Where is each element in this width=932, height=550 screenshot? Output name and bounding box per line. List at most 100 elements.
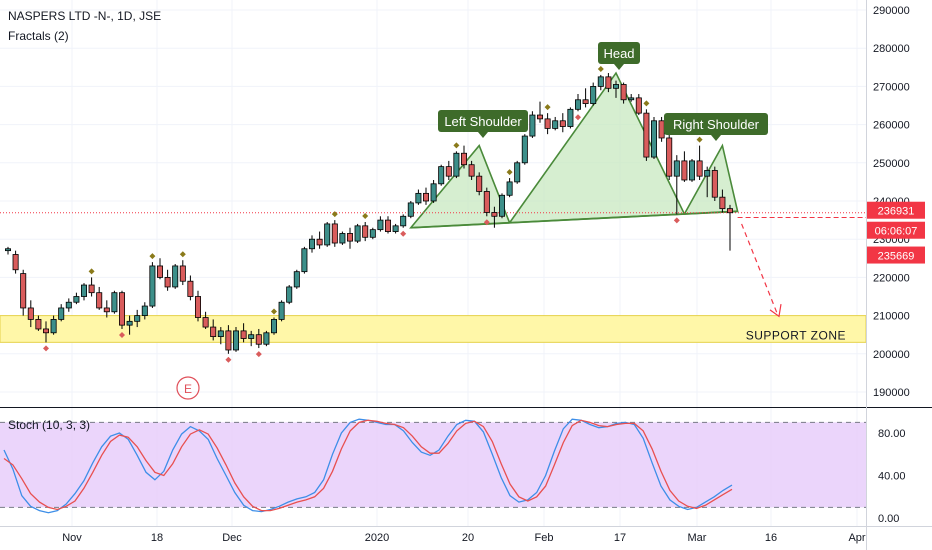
candle-body: [50, 319, 57, 334]
stoch-tick-label: 0.00: [878, 513, 899, 525]
stoch-tick-label: 80.00: [878, 428, 906, 440]
candle-body: [43, 328, 50, 334]
candle-body: [301, 248, 308, 273]
candle-body: [521, 135, 528, 164]
x-tick-label: Apr: [848, 532, 865, 544]
candle-body: [286, 286, 293, 303]
candle-body: [575, 99, 582, 110]
fractal-up: [362, 213, 369, 220]
candle-body: [400, 215, 407, 227]
candle-body: [362, 225, 369, 238]
x-tick-label: 16: [765, 532, 777, 544]
candle-body: [727, 208, 734, 214]
projection-arrow: [741, 223, 779, 316]
last-price-badge: [867, 201, 925, 219]
x-tick-label: 18: [151, 532, 163, 544]
candle-body: [422, 192, 429, 202]
head-label-box: [598, 42, 640, 64]
candle-body: [232, 330, 239, 351]
support-zone-label: SUPPORT ZONE: [746, 328, 846, 342]
candle-body: [111, 292, 118, 313]
left-shoulder-label: Left Shoulder: [438, 110, 528, 138]
candle-body: [529, 114, 536, 137]
candle-body: [635, 97, 642, 114]
candle-body: [704, 170, 711, 177]
candle-body: [369, 229, 376, 238]
fractal-down: [255, 351, 262, 358]
candle-body: [628, 97, 635, 101]
fractal-down: [673, 217, 680, 224]
candle-body: [567, 108, 574, 127]
candle-body: [308, 238, 315, 250]
fractal-up: [544, 104, 551, 111]
symbol-title: NASPERS LTD -N-, 1D, JSE: [8, 9, 162, 23]
stoch-tick-label: 40.00: [878, 471, 906, 483]
candle-body: [537, 114, 544, 120]
fractal-up: [643, 100, 650, 107]
candle-body: [476, 175, 483, 192]
candle-body: [384, 219, 391, 232]
candle-body: [248, 334, 255, 339]
y-tick-label: 260000: [873, 120, 910, 132]
candle-body: [445, 166, 452, 177]
candle-body: [407, 202, 414, 217]
candle-body: [605, 76, 612, 89]
candle-body: [438, 166, 445, 185]
countdown-badge: [867, 221, 925, 239]
candle-body: [346, 233, 353, 242]
fractal-up: [271, 308, 277, 315]
candle-body: [316, 238, 323, 246]
fractal-up: [506, 169, 513, 176]
y-tick-label: 220000: [873, 272, 910, 284]
candle-body: [240, 330, 247, 339]
fractal-down: [43, 345, 49, 352]
candle-body: [552, 120, 559, 129]
candle-body: [5, 248, 11, 252]
stoch-pane: [0, 407, 932, 514]
fractal-down: [119, 331, 125, 338]
candle-body: [73, 296, 80, 303]
earnings-marker[interactable]: E: [176, 376, 200, 400]
candle-body: [597, 76, 604, 87]
fractal-up: [149, 253, 156, 260]
candle-body: [696, 160, 703, 177]
candle-body: [651, 120, 658, 158]
fractal-up: [88, 268, 95, 275]
candle-body: [134, 315, 141, 322]
head-label-text: Head: [603, 46, 634, 61]
candle-body: [719, 196, 726, 210]
x-tick-label: 17: [614, 532, 626, 544]
candle-body: [149, 265, 156, 307]
indicator-title: Fractals (2): [8, 29, 69, 43]
candle-body: [255, 334, 262, 345]
candle-body: [156, 265, 163, 278]
candle-body: [210, 326, 217, 338]
candle-body: [202, 317, 209, 328]
candle-body: [673, 160, 680, 177]
candle-body: [187, 280, 194, 297]
candle-body: [620, 84, 627, 101]
candle-body: [331, 223, 338, 244]
left-shoulder-label-text: Left Shoulder: [444, 114, 522, 129]
candle-body: [711, 170, 718, 198]
candle-body: [666, 137, 673, 177]
right-shoulder-label-text: Right Shoulder: [673, 117, 760, 132]
candle-body: [544, 118, 551, 129]
fractal-up: [179, 251, 186, 258]
candle-body: [415, 192, 422, 204]
candle-body: [35, 319, 42, 330]
candle-body: [126, 320, 133, 326]
y-tick-label: 190000: [873, 387, 910, 399]
candle-body: [430, 183, 437, 202]
candle-body: [681, 160, 688, 181]
left-shoulder-label-box: [438, 110, 528, 132]
fractal-down: [575, 114, 581, 121]
countdown-text: 06:06:07: [875, 226, 918, 238]
neckline: [410, 210, 738, 229]
candle-body: [20, 273, 27, 309]
candle-body: [506, 181, 513, 196]
candle-body: [377, 219, 384, 231]
fractal-markers: [43, 65, 703, 363]
